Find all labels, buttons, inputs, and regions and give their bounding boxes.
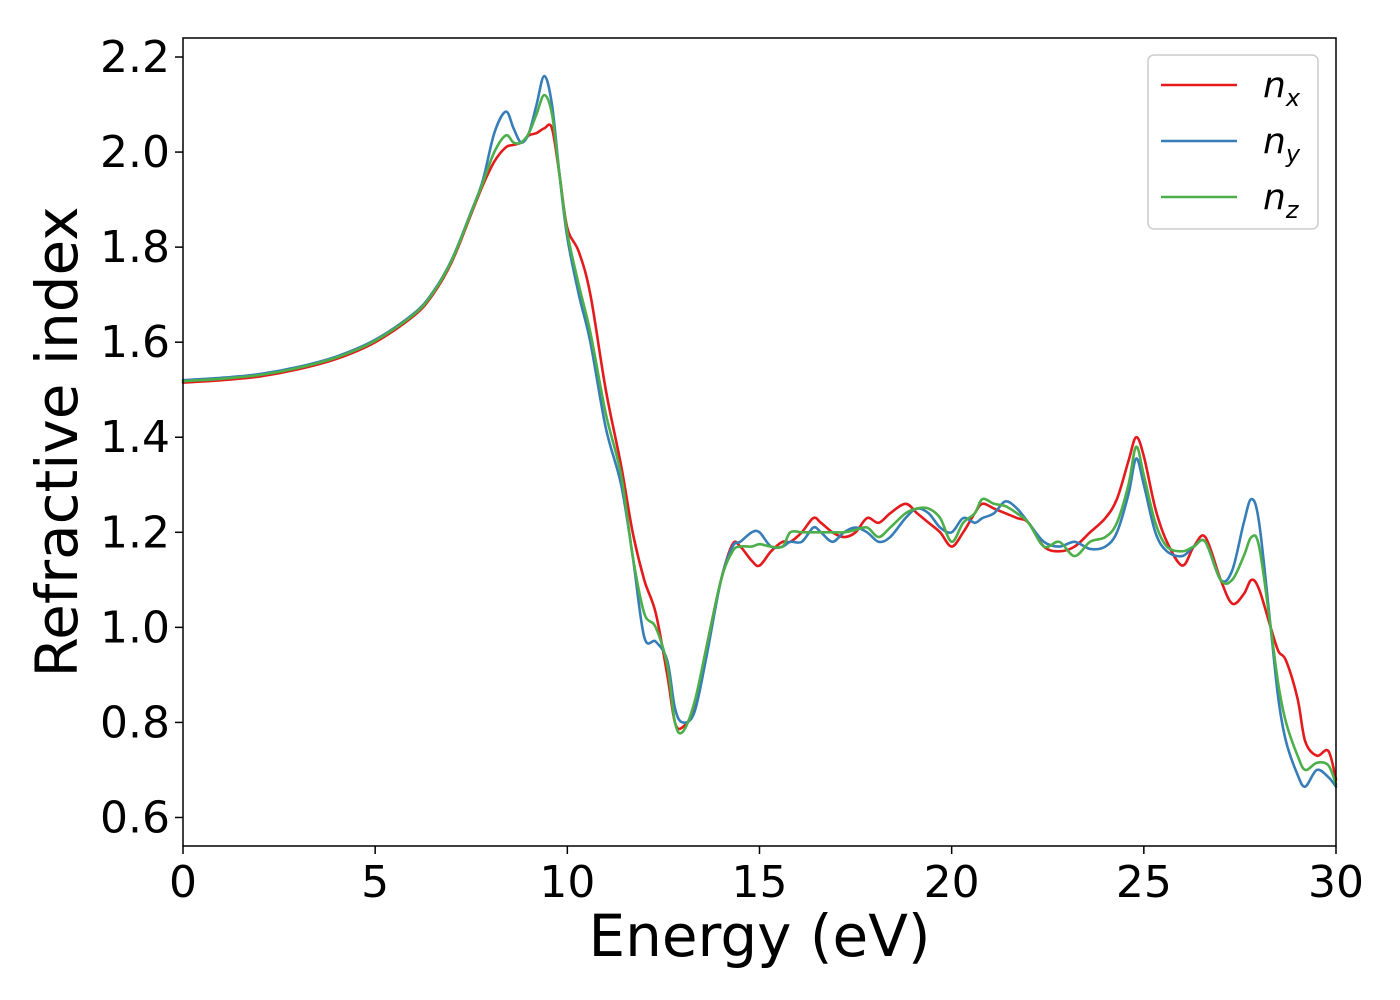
y-tick-label: 1.8: [100, 222, 170, 273]
series-line-z: [181, 93, 1338, 786]
legend-entry-y: ny: [1263, 121, 1301, 168]
legend-label-subscript: x: [1285, 84, 1301, 112]
y-tick-label: 1.4: [100, 412, 170, 463]
y-tick-label: 1.0: [100, 602, 170, 653]
x-tick-label: 0: [169, 857, 197, 908]
x-axis-title: Energy (eV): [588, 902, 930, 970]
y-tick-label: 2.2: [100, 32, 170, 83]
legend-label-base: n: [1263, 65, 1286, 106]
x-tick-label: 15: [732, 857, 788, 908]
y-tick-label: 2.0: [100, 127, 170, 178]
legend-label-base: n: [1263, 177, 1286, 218]
x-tick-label: 30: [1308, 857, 1364, 908]
legend-entry-x: nx: [1263, 65, 1301, 112]
legend-label-base: n: [1263, 121, 1286, 162]
plot-frame: [182, 37, 1337, 847]
x-tick-label: 5: [361, 857, 389, 908]
legend-entry-z: nz: [1263, 177, 1300, 224]
y-tick-label: 1.6: [100, 317, 170, 368]
plot-area-background: [183, 38, 1336, 846]
x-tick-label: 20: [924, 857, 980, 908]
tick-layer: 0 5 10 15 20 25 30 0.6 0.8 1.0 1.2 1.4 1.6 1.8 2.0 2.2: [100, 32, 1364, 908]
y-tick-label: 0.6: [100, 792, 170, 843]
legend-label-subscript: y: [1285, 140, 1301, 168]
y-tick-label: 0.8: [100, 697, 170, 748]
x-tick-label: 25: [1116, 857, 1172, 908]
y-tick-label: 1.2: [100, 507, 170, 558]
x-tick-label: 10: [539, 857, 595, 908]
series-layer: [181, 74, 1338, 788]
y-axis-title: Refractive index: [23, 206, 91, 677]
legend-label-subscript: z: [1285, 196, 1300, 224]
